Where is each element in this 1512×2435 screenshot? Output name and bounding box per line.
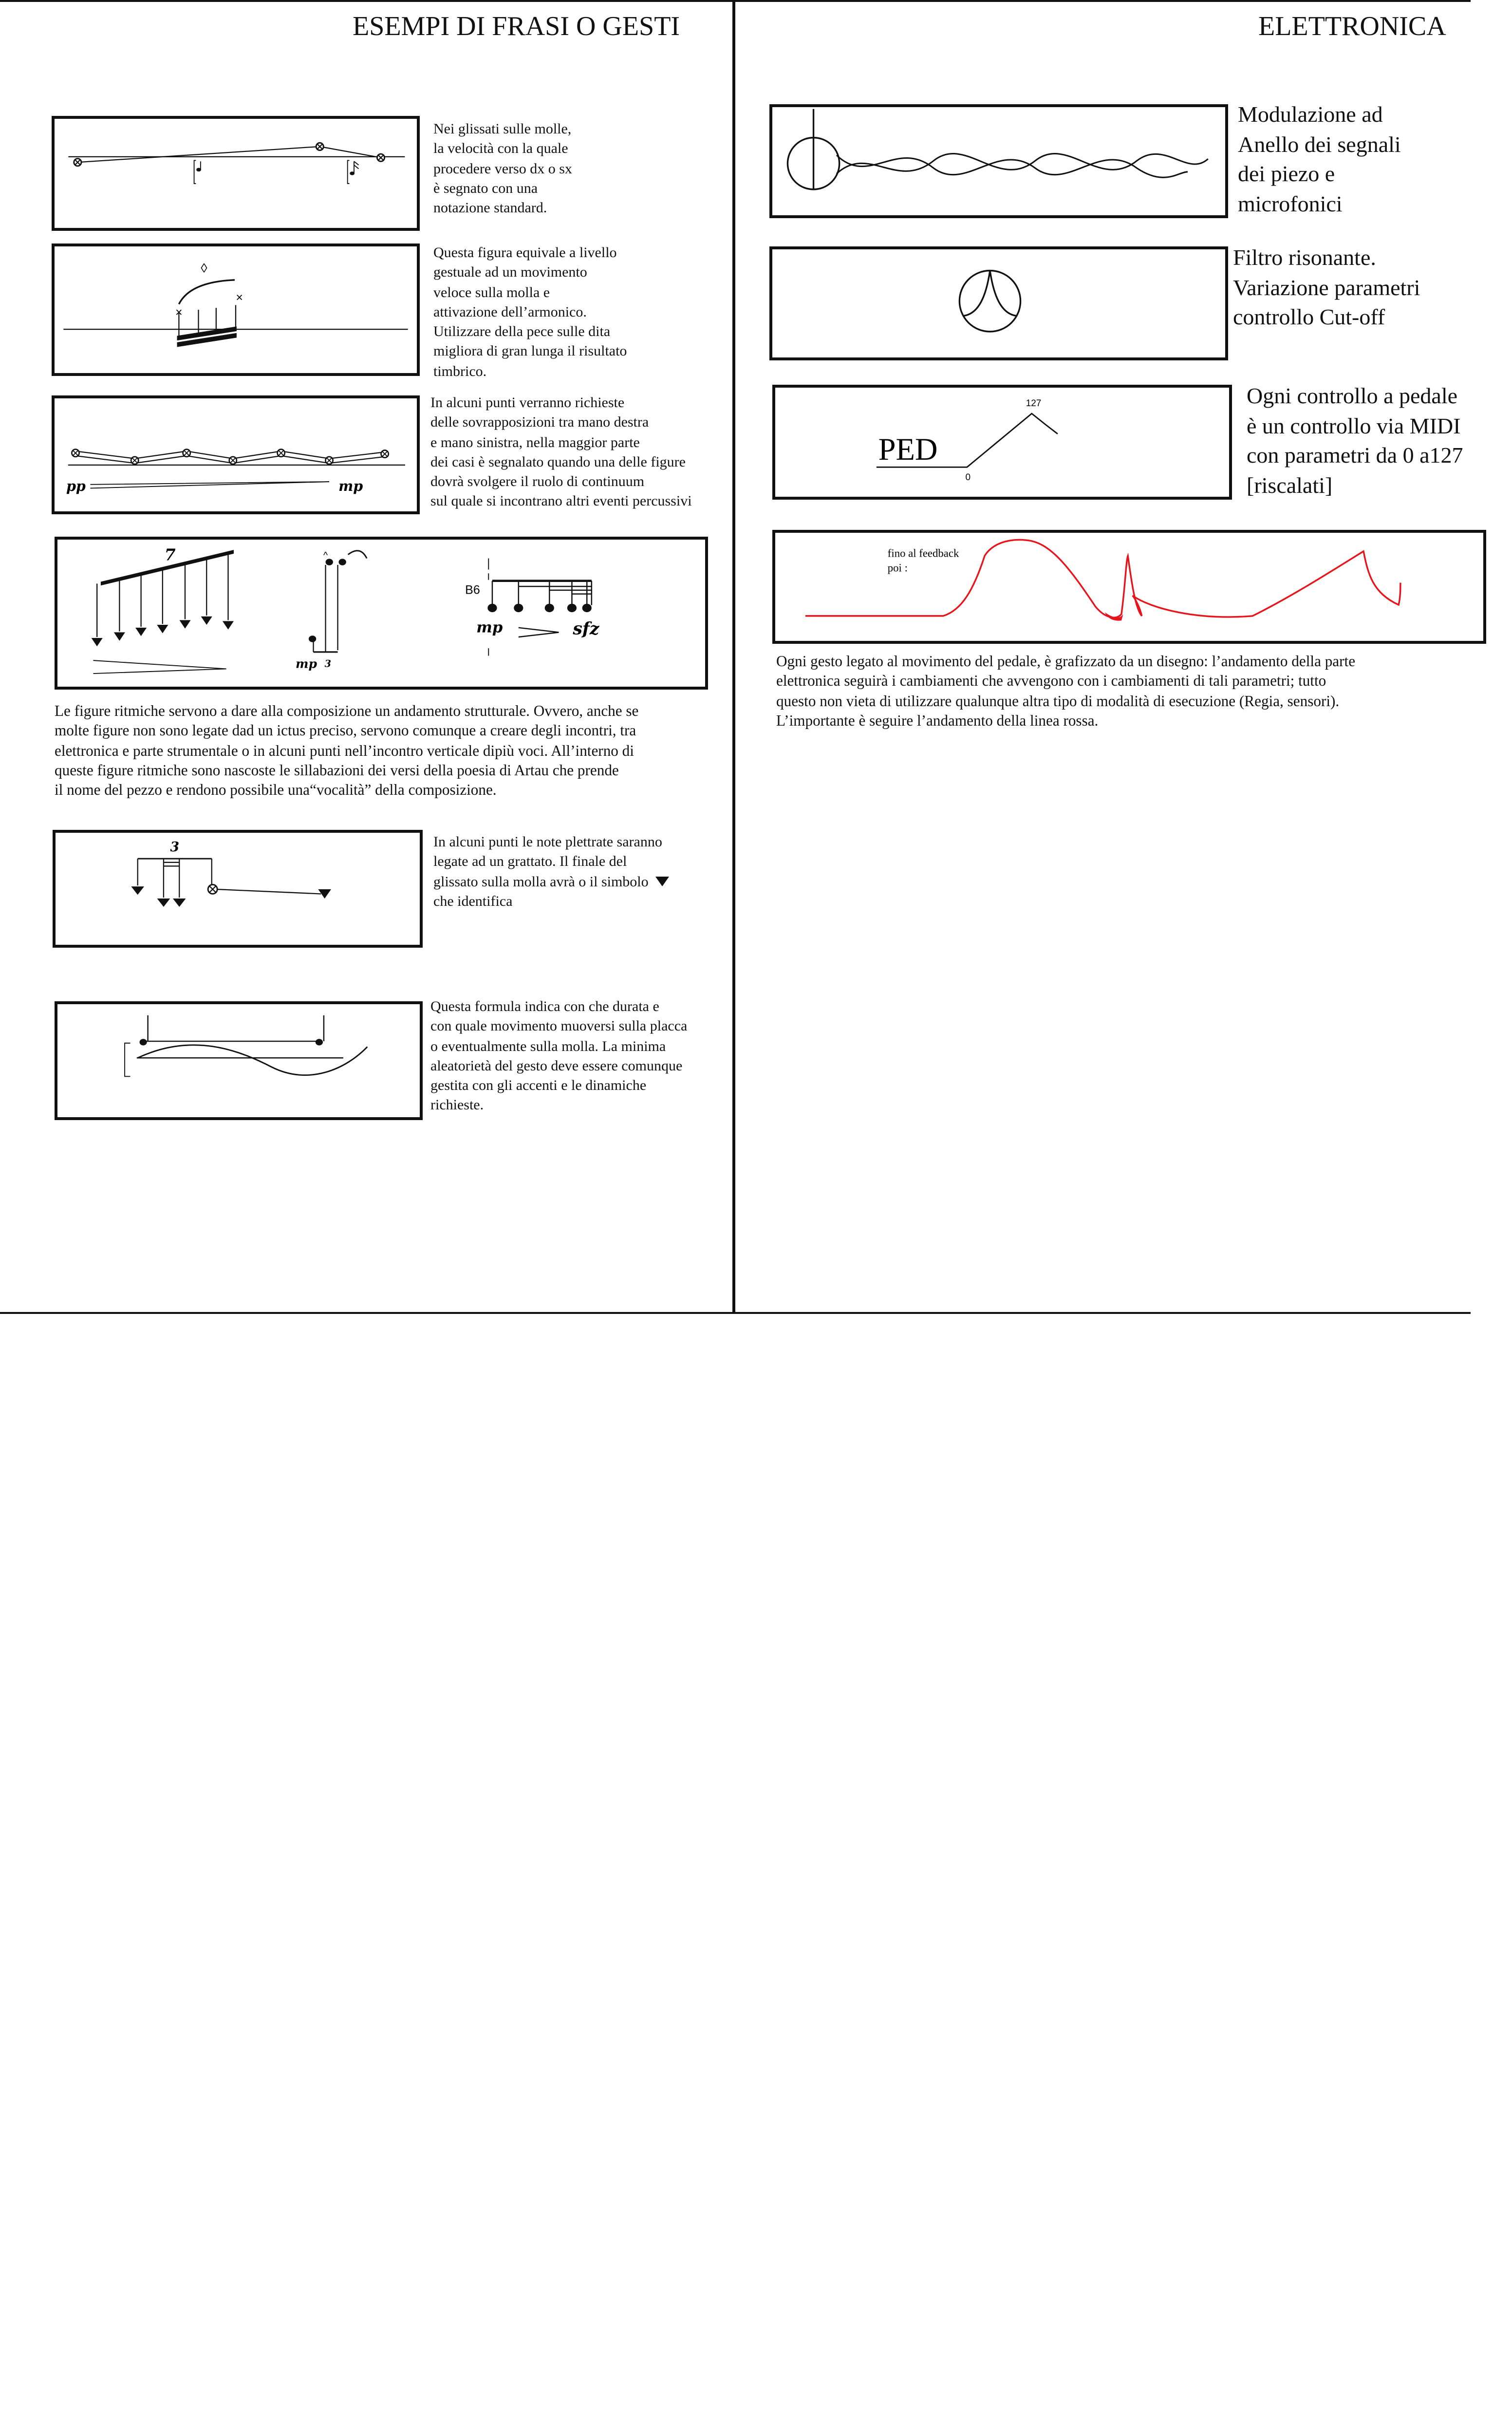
glissando-description: Nei glissati sulle molle, la velocità co… <box>433 122 572 217</box>
feedback-graph: fino al feedback poi : <box>805 539 1401 621</box>
dynamic-mp-c: mp <box>476 618 503 636</box>
modulation-wave <box>836 154 1188 178</box>
movement-curve <box>137 1044 368 1076</box>
harmonic-description: Questa figura equivale a livello gestual… <box>433 245 627 380</box>
notehead-icon <box>487 603 592 613</box>
harmonic-figure: ◊ × × <box>52 244 420 376</box>
plate-description: Questa formula indica con che durata e c… <box>430 999 688 1114</box>
label-b6: B6 <box>465 583 480 597</box>
overlap-notation: pp mp <box>66 449 405 494</box>
scratch-figure: 3 <box>53 830 423 948</box>
ring-mod-description: Modulazione ad Anello dei segnali dei pi… <box>1238 102 1401 216</box>
ring-mod-notation <box>786 109 1209 190</box>
plate-figure <box>55 1001 423 1120</box>
top-rule <box>0 0 1471 2</box>
x-notehead-icon <box>207 884 218 895</box>
pedal-notation: PED 127 0 <box>876 398 1058 483</box>
feedback-annotation-line2: poi : <box>888 562 908 574</box>
x-notehead-icon <box>315 142 324 151</box>
rhythmic-figures: 7 <box>55 537 708 690</box>
ped-label: PED <box>878 431 938 467</box>
electronics-envelope-curve <box>805 539 1401 618</box>
slur-icon <box>347 550 368 559</box>
accent-icon: ^ <box>323 550 328 561</box>
tuplet-7: 7 <box>165 545 176 564</box>
beam-icon <box>177 333 237 347</box>
x-notehead-icon <box>182 449 191 458</box>
modulation-wave <box>836 153 1209 174</box>
overlap-description: In alcuni punti verranno richieste delle… <box>430 395 692 510</box>
pedal-min-label: 0 <box>965 472 971 483</box>
scratch-notation: 3 <box>131 840 331 907</box>
plate-notation <box>124 1015 368 1077</box>
feedback-paragraph: Ogni gesto legato al movimento del pedal… <box>776 654 1356 730</box>
bottom-rule <box>0 1312 1471 1314</box>
x-notehead-icon <box>71 449 80 458</box>
feedback-figure: fino al feedback poi : <box>772 530 1486 644</box>
harmonic-notation: ◊ × × <box>63 261 408 347</box>
dynamic-sfz: sfz <box>572 618 599 638</box>
tuplet-3-b: 3 <box>325 658 331 670</box>
sixteenth-note-icon <box>193 160 202 184</box>
dynamic-mp: mp <box>338 478 363 494</box>
glissando-notation <box>68 142 405 184</box>
beam-icon <box>100 550 234 586</box>
pedal-max-label: 127 <box>1026 398 1042 409</box>
filter-figure <box>769 246 1228 360</box>
x-notehead-icon <box>73 158 82 167</box>
triangle-down-icon <box>655 876 670 886</box>
ring-mod-figure <box>769 104 1228 218</box>
glissando-figure <box>52 116 420 231</box>
filter-symbol <box>958 269 1022 333</box>
left-title: ESEMPI DI FRASI O GESTI <box>353 12 680 42</box>
pedal-curve <box>876 412 1058 468</box>
x-notehead-icon <box>380 450 390 459</box>
x-notehead-icon <box>325 456 334 465</box>
decrescendo-hairpin <box>93 660 226 674</box>
decrescendo-hairpin <box>518 627 559 638</box>
x-notehead-icon <box>277 449 286 458</box>
triangle-notehead-icon <box>131 886 331 907</box>
beam-icon <box>177 326 237 341</box>
center-divider <box>732 0 735 1314</box>
x-notehead-icon <box>130 456 139 465</box>
rhythmic-notation: 7 <box>91 545 600 674</box>
x-mark-icon: × <box>236 291 243 304</box>
dynamic-pp: pp <box>66 478 86 494</box>
diamond-harmonic-icon: ◊ <box>201 261 207 276</box>
x-notehead-icon <box>376 153 386 162</box>
dynamic-mp-b: mp <box>296 657 317 671</box>
pedal-description: Ogni controllo a pedale è un controllo v… <box>1247 384 1463 497</box>
x-notehead-icon <box>228 456 238 465</box>
crescendo-hairpin <box>90 481 330 489</box>
right-title: ELETTRONICA <box>1258 12 1446 42</box>
thirtysecond-note-icon <box>347 160 359 184</box>
pedal-figure: PED 127 0 <box>772 385 1232 500</box>
scratch-description: In alcuni punti le note plettrate sarann… <box>433 833 670 912</box>
overlap-figure: pp mp <box>52 395 420 514</box>
triangle-notehead-icon <box>91 616 234 647</box>
tuplet-3: 3 <box>170 840 179 855</box>
rhythm-paragraph: Le figure ritmiche servono a dare alla c… <box>55 703 639 799</box>
feedback-blob <box>1104 612 1123 621</box>
resonant-filter-icon <box>958 269 1022 333</box>
filter-description: Filtro risonante. Variazione parametri c… <box>1233 245 1420 329</box>
feedback-annotation-line1: fino al feedback <box>888 547 959 559</box>
